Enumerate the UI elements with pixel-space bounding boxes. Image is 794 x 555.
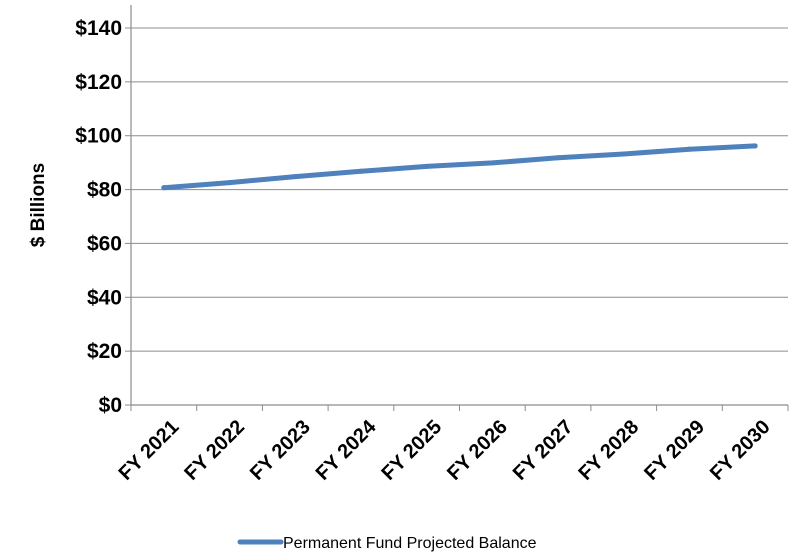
- y-tick-label: $20: [87, 340, 122, 363]
- y-tick-label: $40: [87, 286, 122, 309]
- legend-label: Permanent Fund Projected Balance: [283, 535, 537, 552]
- y-tick-label: $0: [99, 394, 122, 417]
- y-tick-label: $80: [87, 179, 122, 202]
- x-tick-label: FY 2024: [312, 415, 381, 484]
- data-point: [292, 174, 298, 180]
- x-tick-label: FY 2028: [575, 416, 644, 485]
- x-tick-label: FY 2030: [706, 416, 775, 485]
- data-point: [752, 143, 758, 149]
- axes: [130, 5, 788, 406]
- series-lines: [161, 143, 758, 191]
- y-tick-labels: $0 $20 $40 $60 $80 $100 $120 $140: [75, 17, 131, 417]
- x-tick-label: FY 2026: [443, 416, 512, 485]
- y-tick-label: $100: [75, 125, 122, 148]
- data-point: [424, 163, 430, 169]
- data-point: [621, 151, 627, 157]
- y-tick-label: $140: [75, 17, 122, 40]
- gridlines: [131, 27, 788, 352]
- data-point: [686, 146, 692, 152]
- x-tick-label: FY 2022: [180, 416, 249, 485]
- y-tick-label: $60: [87, 232, 122, 255]
- data-point: [227, 180, 233, 186]
- x-tick-label: FY 2023: [246, 416, 315, 485]
- data-point: [358, 168, 364, 174]
- x-tick-label: FY 2021: [115, 416, 184, 485]
- y-tick-label: $120: [75, 71, 122, 94]
- data-point: [555, 155, 561, 161]
- x-tick-label: FY 2025: [377, 416, 446, 485]
- legend: Permanent Fund Projected Balance: [237, 535, 537, 552]
- series-line: [161, 143, 758, 191]
- y-axis-title: $ Billions: [28, 163, 49, 247]
- x-tick-label: FY 2029: [640, 416, 709, 485]
- data-point: [489, 160, 495, 166]
- data-point: [161, 185, 167, 191]
- x-tick-label: FY 2027: [509, 416, 578, 485]
